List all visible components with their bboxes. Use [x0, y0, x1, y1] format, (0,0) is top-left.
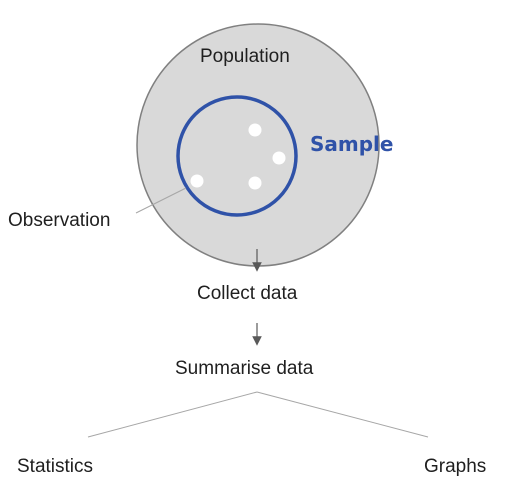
sample-label: Sample	[310, 132, 394, 156]
observation-leader-line	[135, 187, 187, 214]
observation-dot	[272, 151, 286, 165]
branch-to-statistics	[87, 391, 258, 438]
observation-dot	[190, 174, 204, 188]
branch-to-graphs	[256, 391, 429, 438]
observation-label: Observation	[8, 210, 111, 231]
observation-dot	[248, 176, 262, 190]
summarise-data-label: Summarise data	[175, 358, 314, 379]
sample-circle	[176, 95, 298, 217]
population-label: Population	[200, 46, 290, 67]
collect-data-label: Collect data	[197, 283, 298, 304]
graphs-label: Graphs	[424, 456, 487, 477]
statistics-label: Statistics	[17, 456, 94, 477]
observation-dot	[248, 123, 262, 137]
